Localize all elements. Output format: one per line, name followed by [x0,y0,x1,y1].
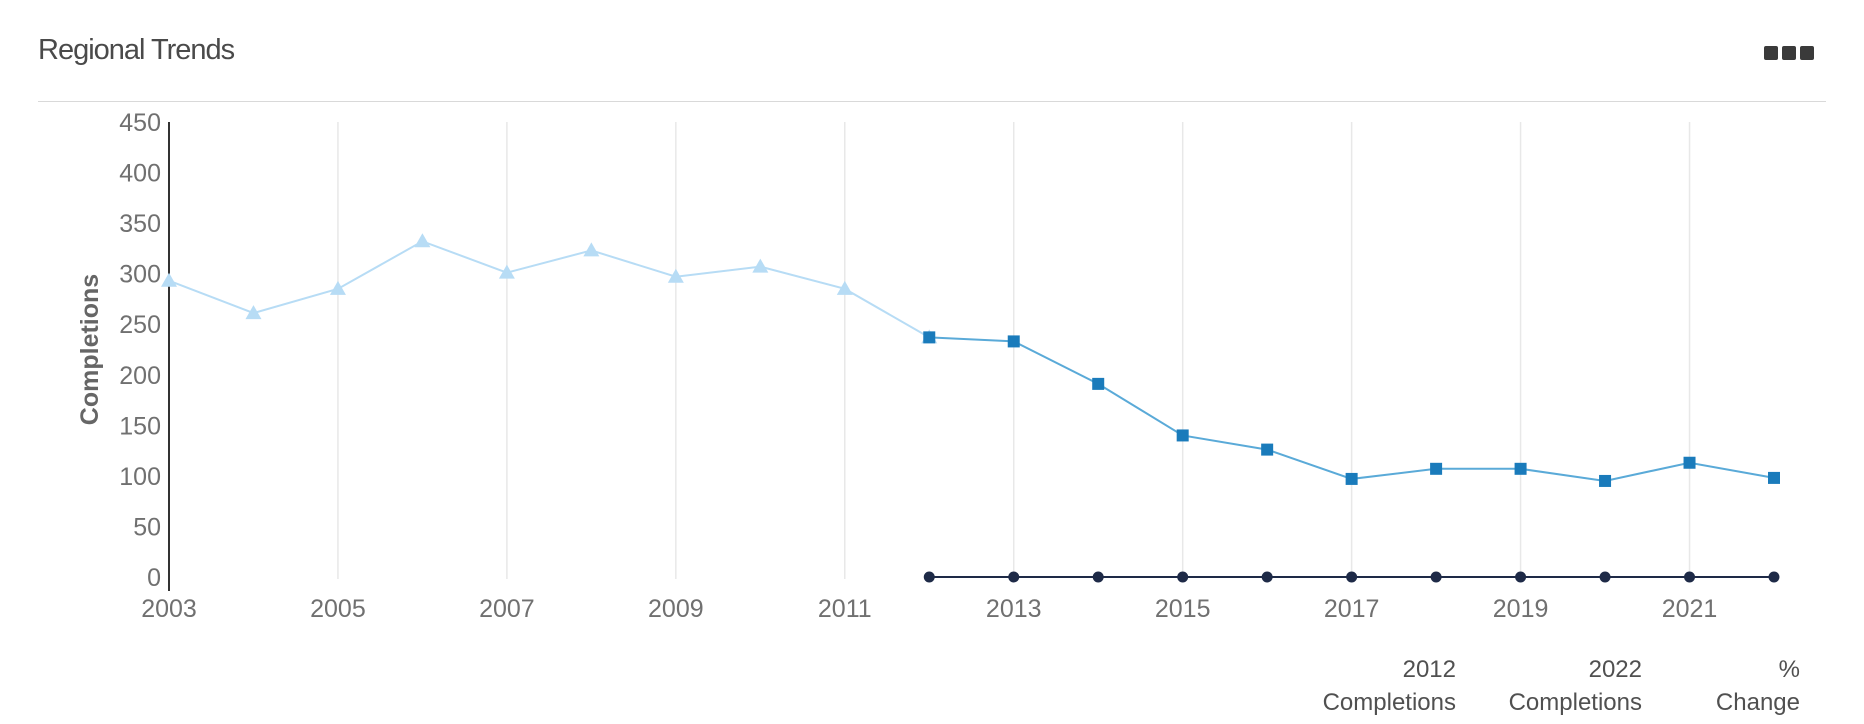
column-header-line: 2012 [1402,656,1456,683]
data-point[interactable] [329,280,346,295]
data-point[interactable] [923,331,936,344]
data-point[interactable] [1345,472,1358,485]
data-point[interactable] [1599,474,1612,487]
grid-layer [168,122,1691,579]
y-tick-label: 50 [133,513,161,541]
x-tick-label: 2009 [648,595,704,623]
widget-title: Regional Trends [38,34,235,66]
data-point[interactable] [752,258,769,273]
header-divider [38,101,1826,102]
column-header-percent-change[interactable]: % Change [1700,653,1800,719]
data-point[interactable] [1684,571,1696,583]
x-tick-label: 2007 [479,595,535,623]
y-tick-labels: 0 50 100 150 200 250 300 350 400 450 [119,109,161,592]
menu-dot [1764,46,1778,60]
x-tick-label: 2003 [141,595,197,623]
more-options-icon[interactable] [1764,46,1816,62]
y-tick-label: 400 [119,160,161,188]
x-tick-label: 2021 [1662,595,1718,623]
series-line [168,240,930,339]
y-tick-label: 150 [119,412,161,440]
data-point[interactable] [1514,462,1527,475]
series-circle [923,571,1780,583]
data-point[interactable] [1177,571,1189,583]
x-tick-label: 2013 [986,595,1042,623]
x-tick-label: 2005 [310,595,366,623]
y-tick-label: 350 [119,210,161,238]
data-point[interactable] [836,280,853,295]
series-layer [161,233,1780,583]
data-point[interactable] [498,264,515,279]
data-point[interactable] [1176,429,1189,442]
data-point[interactable] [1768,571,1780,583]
y-axis-title: Completions [76,274,104,425]
x-tick-label: 2017 [1324,595,1380,623]
data-point[interactable] [245,305,262,320]
data-point[interactable] [1683,456,1696,469]
y-tick-label: 450 [119,109,161,137]
x-tick-label: 2015 [1155,595,1211,623]
column-header-2012-completions[interactable]: 2012 Completions [1306,653,1456,719]
data-point[interactable] [1092,571,1104,583]
data-point[interactable] [1515,571,1527,583]
data-point[interactable] [1599,571,1611,583]
menu-dot [1782,46,1796,60]
column-header-line: 2022 [1588,656,1642,683]
data-point[interactable] [1430,571,1442,583]
data-point[interactable] [667,268,684,283]
data-point[interactable] [1007,335,1020,348]
column-header-line: Completions [1322,689,1456,716]
x-tick-labels: 2003 2005 2007 2009 2011 2013 2015 2017 2019 2021 [141,595,1717,623]
data-point[interactable] [1768,471,1780,484]
data-point[interactable] [1261,571,1273,583]
y-tick-label: 300 [119,261,161,289]
data-point[interactable] [1261,443,1274,456]
x-tick-label: 2019 [1493,595,1549,623]
data-point[interactable] [414,233,431,248]
column-header-line: Completions [1508,689,1642,716]
data-point[interactable] [161,272,177,287]
data-point[interactable] [1346,571,1358,583]
series-square [923,331,1780,487]
column-header-line: Change [1715,689,1800,716]
y-tick-label: 0 [147,564,161,592]
data-point[interactable] [1092,377,1105,390]
column-header-line: % [1778,656,1800,683]
data-point[interactable] [1008,571,1020,583]
data-point[interactable] [923,571,935,583]
line-chart: 0 50 100 150 200 250 300 350 400 450 2003 2005 2007… [76,109,1780,623]
data-point[interactable] [583,242,600,257]
x-tick-label: 2011 [818,595,872,623]
menu-dot [1800,46,1814,60]
y-tick-label: 200 [119,362,161,390]
y-tick-label: 250 [119,311,161,339]
series-triangle [161,233,938,344]
y-tick-label: 100 [119,463,161,491]
data-point[interactable] [1430,462,1443,475]
column-header-2022-completions[interactable]: 2022 Completions [1492,653,1642,719]
